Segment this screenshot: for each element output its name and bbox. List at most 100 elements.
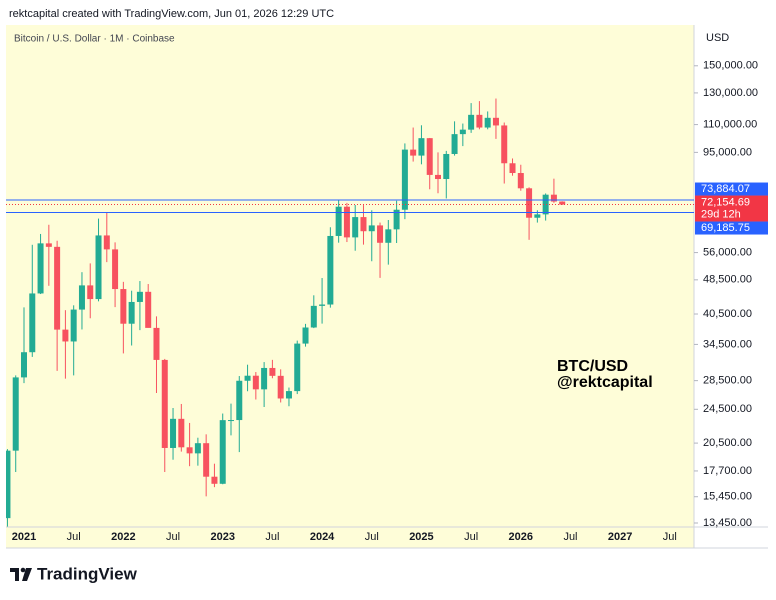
y-tick-label: 13,450.00	[703, 517, 752, 529]
x-tick-label: Jul	[663, 531, 677, 543]
candle-body	[377, 225, 384, 243]
logo-shape	[20, 567, 26, 573]
x-tick-label: Jul	[563, 531, 577, 543]
candle-body	[526, 188, 533, 218]
candle-body	[335, 206, 342, 236]
last-price-box	[695, 195, 768, 222]
candle-body	[203, 443, 210, 477]
candle-body	[302, 327, 309, 344]
y-tick-label: 56,000.00	[703, 246, 752, 258]
candle-body	[170, 418, 177, 448]
y-tick-label: 95,000.00	[703, 146, 752, 158]
candle-body	[542, 194, 549, 215]
logo-shape	[10, 568, 19, 581]
candle-body	[178, 418, 185, 448]
x-tick-label: Jul	[265, 531, 279, 543]
price-axis-background	[694, 25, 768, 548]
candle-body	[509, 163, 516, 174]
candle-body	[327, 235, 334, 305]
candle-body	[219, 420, 226, 484]
candle-body	[45, 243, 52, 247]
candle-body	[244, 375, 251, 381]
candle-body	[6, 450, 11, 519]
candle-body	[310, 305, 317, 328]
logo-shape	[22, 568, 32, 581]
candle-body	[410, 149, 417, 156]
candle-body	[194, 443, 201, 454]
price-line-box	[695, 182, 768, 196]
candle-body	[211, 476, 218, 484]
y-tick-label: 20,500.00	[703, 437, 752, 449]
y-tick-label: 110,000.00	[703, 118, 757, 130]
candle-body	[550, 194, 557, 202]
annotation: @rektcapital	[557, 374, 653, 391]
chart-title: Bitcoin / U.S. Dollar · 1M · Coinbase	[14, 34, 175, 45]
y-tick-label: 130,000.00	[703, 87, 758, 99]
x-tick-label: Jul	[464, 531, 478, 543]
candle-body	[95, 235, 102, 300]
candle-body	[501, 125, 508, 164]
candle-body	[360, 217, 367, 232]
candle-body	[534, 214, 541, 218]
candle-body	[285, 391, 292, 399]
candle-body	[161, 359, 168, 448]
x-tick-label: 2025	[409, 531, 433, 543]
candle-body	[261, 367, 268, 390]
candle-body	[476, 114, 483, 128]
candle-body	[443, 153, 450, 180]
annotation: BTC/USD	[557, 358, 628, 375]
candle-body	[468, 114, 475, 130]
candle-body	[343, 206, 350, 238]
candle-body	[484, 117, 491, 128]
y-tick-label: 28,500.00	[703, 375, 752, 387]
candle-body	[368, 225, 375, 232]
candle-body	[145, 291, 152, 328]
candle-body	[319, 304, 326, 306]
candle-body	[128, 301, 135, 324]
x-tick-label: 2023	[210, 531, 234, 543]
y-tick-label: 15,450.00	[703, 491, 752, 503]
candle-body	[459, 129, 466, 135]
candle-body	[87, 285, 94, 300]
candle-body	[401, 149, 408, 210]
y-tick-label: 150,000.00	[703, 60, 758, 72]
y-tick-label: 34,500.00	[703, 338, 752, 350]
candle-body	[236, 380, 243, 421]
candle-body	[252, 375, 259, 390]
price-line-label: 69,185.75	[701, 222, 750, 234]
candle-body	[451, 134, 458, 154]
axis-unit: USD	[706, 32, 729, 44]
candle-body	[228, 420, 234, 422]
candle-body	[103, 235, 110, 250]
candle-body	[277, 375, 284, 399]
header: rektcapital created with TradingView.com…	[9, 8, 334, 20]
y-tick-label: 17,700.00	[703, 465, 752, 477]
candle-body	[112, 249, 119, 290]
y-tick-label: 24,500.00	[703, 403, 752, 415]
plot	[6, 98, 566, 527]
candle-body	[70, 309, 77, 342]
candle-body	[153, 327, 160, 360]
logo-text: TradingView	[37, 564, 138, 583]
y-tick-label: 48,500.00	[703, 274, 752, 286]
candle-body	[78, 285, 85, 310]
x-tick-label: 2026	[509, 531, 533, 543]
candle-body	[29, 293, 36, 353]
x-tick-label: Jul	[67, 531, 81, 543]
x-tick-label: Jul	[365, 531, 379, 543]
candle-body	[62, 329, 69, 342]
x-tick-label: 2024	[310, 531, 335, 543]
price-line-box	[695, 221, 768, 235]
candle-body	[426, 138, 433, 175]
candle-body	[269, 367, 276, 376]
candle-body	[120, 289, 127, 324]
candle-body	[136, 291, 143, 302]
candle-body	[294, 343, 301, 392]
candle-body	[385, 229, 392, 243]
x-tick-label: 2021	[12, 531, 36, 543]
candle-body	[517, 173, 524, 189]
last-price-label: 72,154.69	[701, 196, 750, 208]
plot-background	[6, 25, 694, 548]
logo-icon	[10, 567, 32, 581]
candle-body	[54, 246, 61, 330]
